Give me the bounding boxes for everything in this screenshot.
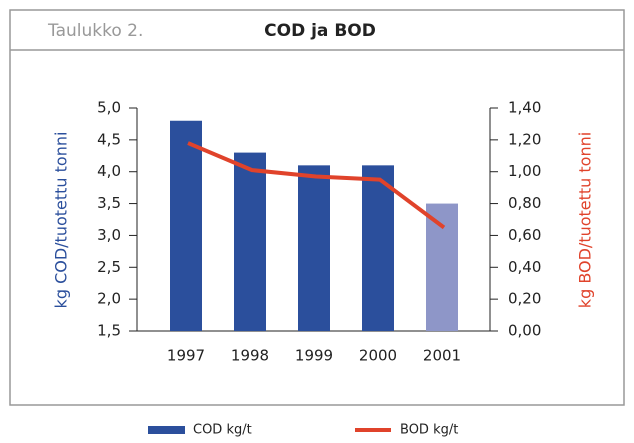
- legend-label: COD kg/t: [193, 423, 252, 438]
- y-tick-label: 1,5: [97, 322, 121, 340]
- y-tick-label: 5,0: [97, 99, 121, 117]
- legend-label: BOD kg/t: [400, 423, 458, 438]
- y-tick-label: 3,0: [97, 226, 121, 244]
- y2-tick-label: 1,40: [508, 99, 541, 117]
- legend-swatch: [148, 426, 185, 434]
- y-tick-label: 2,5: [97, 258, 121, 276]
- chart-title: COD ja BOD: [264, 21, 376, 41]
- y2-tick-label: 0,40: [508, 258, 541, 276]
- bar: [298, 165, 330, 331]
- y-tick-label: 3,5: [97, 194, 121, 212]
- table-label: Taulukko 2.: [47, 21, 143, 41]
- y-tick-label: 2,0: [97, 290, 121, 308]
- x-tick-label: 1999: [295, 347, 333, 365]
- x-tick-label: 1997: [167, 347, 205, 365]
- x-tick-label: 2001: [423, 347, 461, 365]
- y2-tick-label: 0,80: [508, 194, 541, 212]
- y2-tick-label: 0,20: [508, 290, 541, 308]
- y-tick-label: 4,5: [97, 130, 121, 148]
- line: [187, 141, 446, 230]
- y2-tick-label: 1,00: [508, 162, 541, 180]
- bar: [234, 152, 266, 331]
- bar: [362, 165, 394, 331]
- y-tick-label: 4,0: [97, 162, 121, 180]
- y2-axis-label: kg BOD/tuotettu tonni: [576, 132, 595, 308]
- x-tick-label: 2000: [359, 347, 397, 365]
- bar: [426, 203, 458, 331]
- y2-tick-label: 1,20: [508, 130, 541, 148]
- bar: [170, 120, 202, 331]
- y-axis-label: kg COD/tuotettu tonni: [52, 132, 71, 309]
- x-tick-label: 1998: [231, 347, 269, 365]
- y2-tick-label: 0,00: [508, 322, 541, 340]
- y2-tick-label: 0,60: [508, 226, 541, 244]
